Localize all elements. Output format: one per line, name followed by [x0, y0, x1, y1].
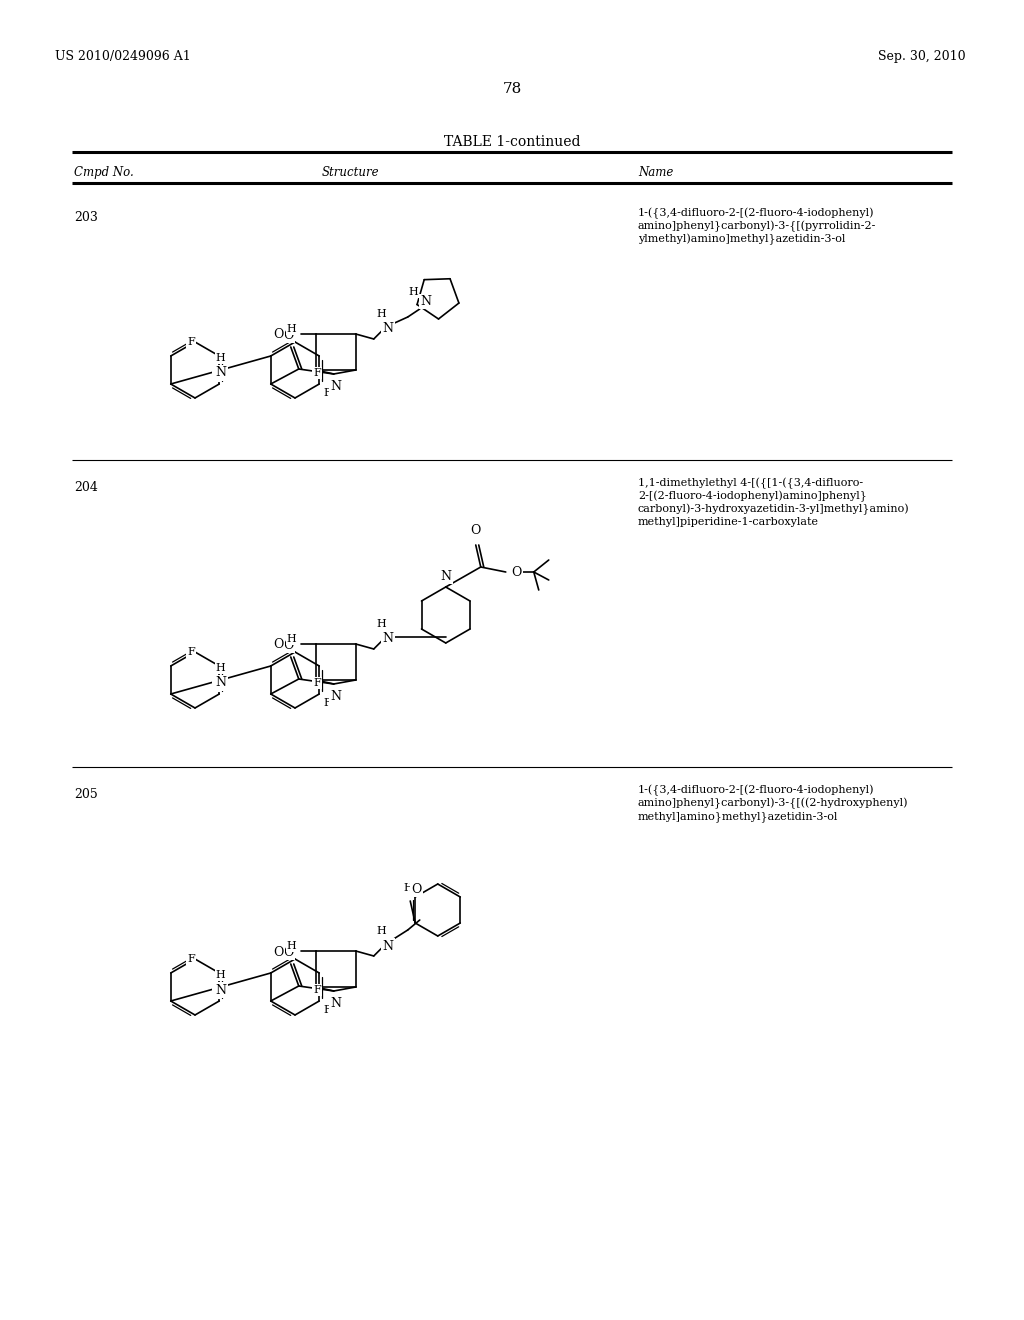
Text: N: N — [440, 570, 452, 583]
Text: O: O — [411, 883, 422, 896]
Text: 1-({3,4-difluoro-2-[(2-fluoro-4-iodophenyl)
amino]phenyl}carbonyl)-3-{[((2-hydro: 1-({3,4-difluoro-2-[(2-fluoro-4-iodophen… — [638, 785, 908, 822]
Text: F: F — [187, 647, 195, 657]
Text: 205: 205 — [74, 788, 97, 801]
Text: 78: 78 — [503, 82, 521, 96]
Text: H: H — [287, 634, 297, 644]
Text: F: F — [324, 698, 331, 708]
Text: 1-({3,4-difluoro-2-[(2-fluoro-4-iodophenyl)
amino]phenyl}carbonyl)-3-{[(pyrrolid: 1-({3,4-difluoro-2-[(2-fluoro-4-iodophen… — [638, 209, 877, 246]
Text: Name: Name — [638, 166, 674, 180]
Text: Sep. 30, 2010: Sep. 30, 2010 — [879, 50, 966, 63]
Text: F: F — [187, 954, 195, 964]
Text: N: N — [331, 690, 341, 704]
Text: N: N — [331, 997, 341, 1010]
Text: N: N — [382, 940, 393, 953]
Text: 203: 203 — [74, 211, 98, 224]
Text: O: O — [273, 945, 284, 958]
Text: N: N — [215, 676, 226, 689]
Text: H: H — [409, 286, 418, 297]
Text: Cmpd No.: Cmpd No. — [74, 166, 134, 180]
Text: H: H — [216, 663, 225, 673]
Text: 204: 204 — [74, 480, 98, 494]
Text: F: F — [187, 337, 195, 347]
Text: I: I — [214, 678, 219, 690]
Text: N: N — [420, 296, 431, 308]
Text: F: F — [324, 1005, 331, 1015]
Text: O: O — [471, 524, 481, 537]
Text: US 2010/0249096 A1: US 2010/0249096 A1 — [55, 50, 190, 63]
Text: I: I — [214, 368, 219, 381]
Text: O: O — [511, 565, 521, 578]
Text: F: F — [313, 368, 322, 378]
Text: O: O — [273, 329, 284, 342]
Text: H: H — [287, 941, 297, 950]
Text: N: N — [382, 632, 393, 645]
Text: O: O — [284, 329, 294, 342]
Text: N: N — [382, 322, 393, 335]
Text: H: H — [216, 352, 225, 363]
Text: Structure: Structure — [322, 166, 379, 180]
Text: F: F — [324, 388, 331, 399]
Text: N: N — [215, 983, 226, 997]
Text: H: H — [403, 883, 413, 894]
Text: O: O — [284, 639, 294, 652]
Text: H: H — [377, 927, 387, 936]
Text: I: I — [214, 985, 219, 998]
Text: F: F — [313, 985, 322, 995]
Text: N: N — [331, 380, 341, 393]
Text: O: O — [273, 639, 284, 652]
Text: F: F — [313, 678, 322, 688]
Text: O: O — [284, 946, 294, 960]
Text: N: N — [215, 367, 226, 380]
Text: H: H — [287, 323, 297, 334]
Text: H: H — [377, 309, 387, 319]
Text: H: H — [216, 970, 225, 979]
Text: H: H — [377, 619, 387, 630]
Text: TABLE 1-continued: TABLE 1-continued — [443, 135, 581, 149]
Text: 1,1-dimethylethyl 4-[({[1-({3,4-difluoro-
2-[(2-fluoro-4-iodophenyl)amino]phenyl: 1,1-dimethylethyl 4-[({[1-({3,4-difluoro… — [638, 478, 909, 527]
